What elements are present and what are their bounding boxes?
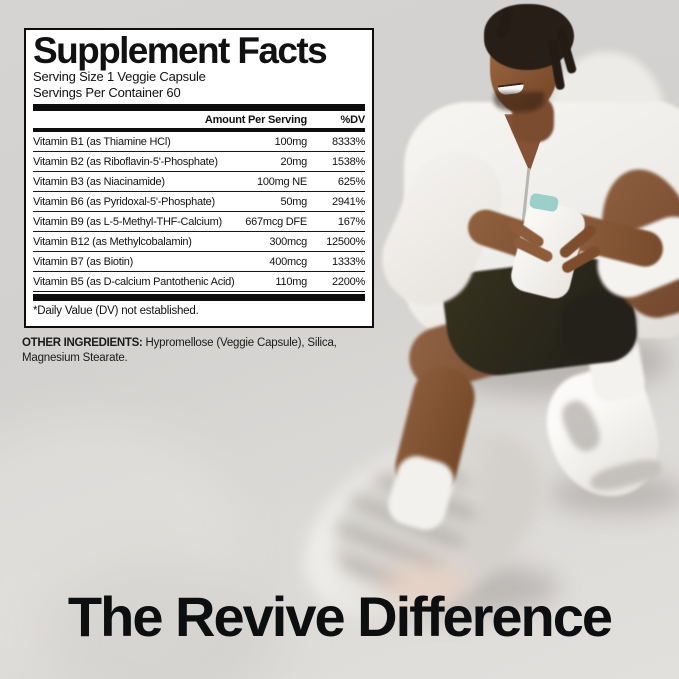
nutrient-name: Vitamin B5 (as D-calcium Pantothenic Aci… [33,275,235,288]
other-ingredients-label: OTHER INGREDIENTS: [22,337,143,349]
nutrient-dv: 1538% [331,155,365,168]
nutrient-dv: 167% [337,215,365,228]
dv-column-header: %DV [340,114,366,127]
shorts-shadow-fold [560,296,636,360]
divider-medium [33,128,365,133]
table-row: Vitamin B9 (as L-5-Methyl-THF-Calcium) 6… [33,212,365,233]
servings-per-container: Servings Per Container 60 [33,85,181,101]
nutrient-name: Vitamin B9 (as L-5-Methyl-THF-Calcium) [33,215,222,228]
nutrient-name: Vitamin B1 (as Thiamine HCl) [33,135,171,148]
nutrient-dv: 1333% [331,255,365,268]
divider-thick [33,294,365,302]
nutrient-name: Vitamin B2 (as Riboflavin-5'-Phosphate) [33,155,218,168]
nutrient-amount: 20mg [280,155,307,168]
nutrient-dv: 2200% [331,275,365,288]
nutrient-name: Vitamin B3 (as Niacinamide) [33,175,165,188]
left-shoe-heel-tint [380,560,470,610]
nutrient-dv: 12500% [326,235,365,248]
table-header-row: Amount Per Serving %DV [33,111,365,128]
dv-footnote: *Daily Value (DV) not established. [33,305,199,318]
nutrient-name: Vitamin B6 (as Pyridoxal-5'-Phosphate) [33,195,215,208]
nutrient-amount: 667mcg DFE [245,215,307,228]
table-row: Vitamin B5 (as D-calcium Pantothenic Aci… [33,272,365,293]
foreground-blur-shape [40,560,280,679]
nutrient-dv: 625% [337,175,365,188]
bottom-headline: The Revive Difference [67,585,613,648]
nutrient-amount: 110mg [275,275,307,288]
divider-thick [33,104,365,112]
nutrient-name: Vitamin B12 (as Methylcobalamin) [33,235,192,248]
nutrient-amount: 100mg NE [257,175,307,188]
other-ingredients-text: Hypromellose (Veggie Capsule), Silica, M… [22,337,337,364]
nutrient-dv: 2941% [331,195,365,208]
amount-column-header: Amount Per Serving [204,114,307,127]
table-row: Vitamin B1 (as Thiamine HCl) 100mg 8333% [33,132,365,153]
nutrient-amount: 400mcg [269,255,307,268]
beard [494,92,544,112]
table-row: Vitamin B3 (as Niacinamide) 100mg NE 625… [33,172,365,193]
nutrient-name: Vitamin B7 (as Biotin) [33,255,134,268]
nutrient-dv: 8333% [331,135,365,148]
nutrient-amount: 50mg [280,195,307,208]
panel-title: Supplement Facts [33,30,328,71]
table-row: Vitamin B12 (as Methylcobalamin) 300mcg … [33,232,365,253]
table-row: Vitamin B7 (as Biotin) 400mcg 1333% [33,252,365,273]
nutrient-amount: 100mg [274,135,308,148]
table-row: Vitamin B6 (as Pyridoxal-5'-Phosphate) 5… [33,192,365,213]
serving-size: Serving Size 1 Veggie Capsule [33,69,206,84]
nutrient-amount: 300mcg [269,235,307,248]
supplement-facts-panel: Supplement Facts Serving Size 1 Veggie C… [24,28,374,328]
other-ingredients: OTHER INGREDIENTS: Hypromellose (Veggie … [22,336,344,365]
table-row: Vitamin B2 (as Riboflavin-5'-Phosphate) … [33,152,365,173]
